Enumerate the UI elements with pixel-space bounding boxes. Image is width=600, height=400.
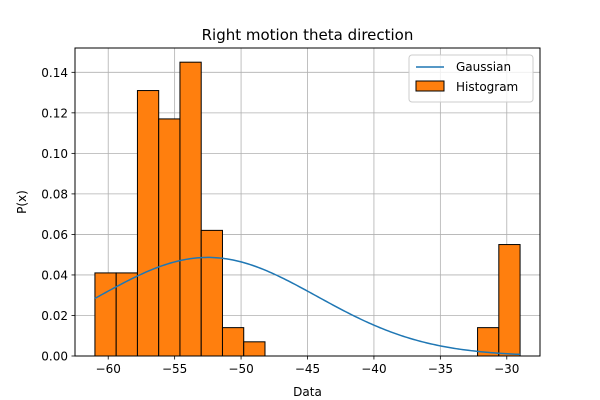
x-tick-label: −60 xyxy=(96,362,121,376)
histogram-bar xyxy=(243,341,266,357)
legend-gaussian-label: Gaussian xyxy=(456,60,511,74)
y-tick-label: 0.06 xyxy=(41,228,68,242)
histogram-bar xyxy=(158,118,181,357)
gaussian-curve xyxy=(94,256,521,356)
x-tick-label: −50 xyxy=(228,362,253,376)
x-axis-ticks: −60 −55 −50 −45 −40 −35 −30 xyxy=(96,356,519,376)
y-tick-label: 0.08 xyxy=(41,187,68,201)
histogram-bar xyxy=(94,272,117,357)
histogram-bar xyxy=(179,61,202,357)
y-axis-ticks: 0.00 0.02 0.04 0.06 0.08 0.10 0.12 0.14 xyxy=(41,66,75,364)
histogram-bar xyxy=(498,244,521,357)
x-tick-label: −45 xyxy=(295,362,320,376)
x-tick-label: −55 xyxy=(162,362,187,376)
y-tick-label: 0.12 xyxy=(41,106,68,120)
x-tick-label: −40 xyxy=(361,362,386,376)
legend-histogram-swatch xyxy=(415,80,445,92)
legend-histogram-label: Histogram xyxy=(456,80,518,94)
x-tick-label: −30 xyxy=(494,362,519,376)
y-tick-label: 0.02 xyxy=(41,309,68,323)
x-axis-label: Data xyxy=(293,385,322,399)
y-axis-label: P(x) xyxy=(15,190,29,214)
y-tick-label: 0.00 xyxy=(41,350,68,364)
y-tick-label: 0.10 xyxy=(41,147,68,161)
y-tick-label: 0.04 xyxy=(41,268,68,282)
histogram-bar xyxy=(136,90,160,357)
histogram-bar xyxy=(200,229,223,357)
chart-title: Right motion theta direction xyxy=(202,26,414,44)
y-tick-label: 0.14 xyxy=(41,66,68,80)
legend: Gaussian Histogram xyxy=(408,54,534,103)
x-tick-label: −35 xyxy=(428,362,453,376)
histogram-bar xyxy=(221,327,245,357)
